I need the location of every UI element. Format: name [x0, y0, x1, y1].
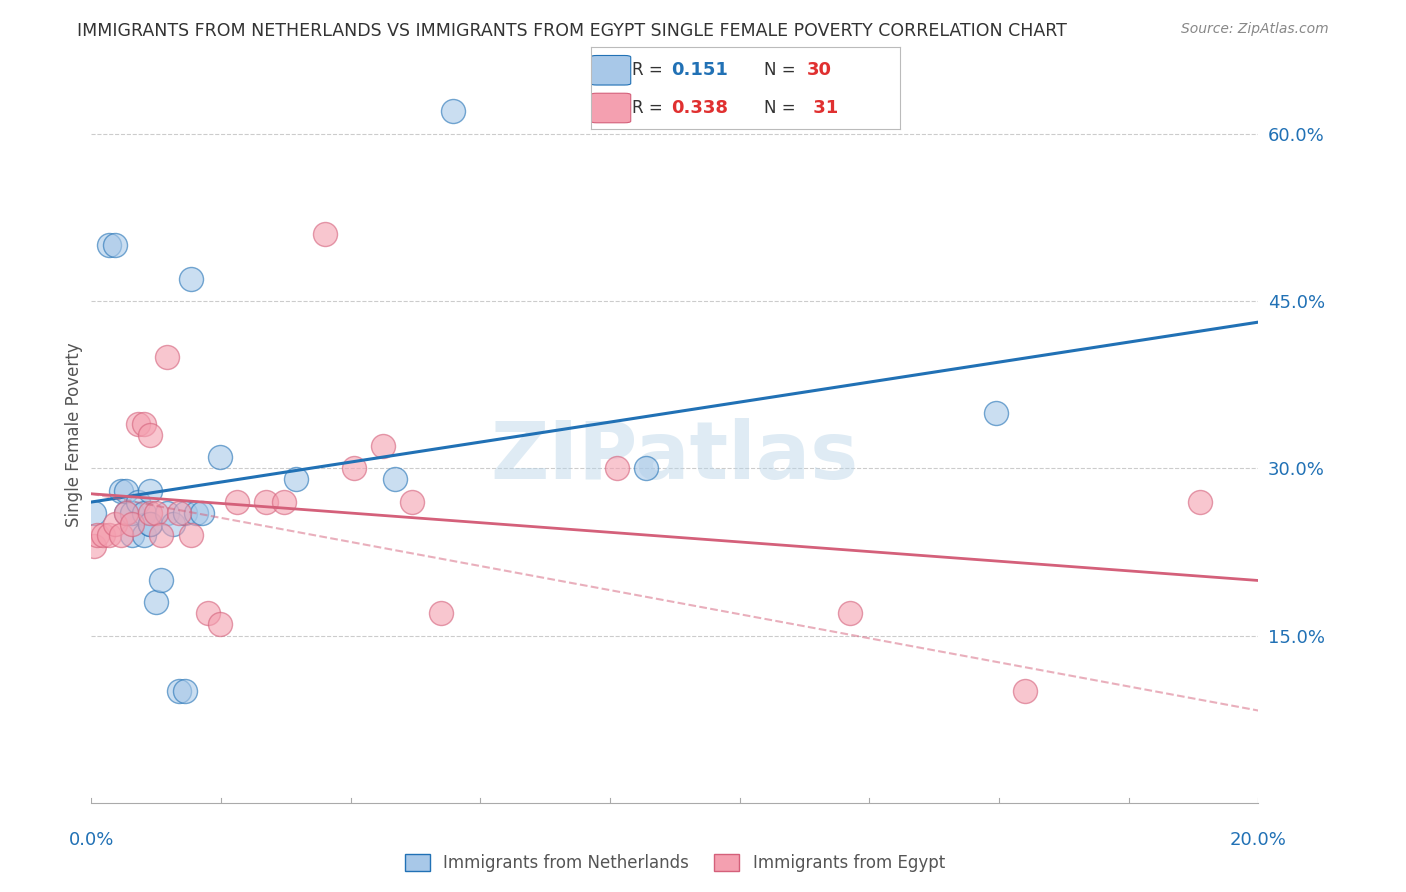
Point: [254, 494, 277, 508]
Point: [86, 528, 108, 542]
Point: [208, 617, 231, 632]
Point: [132, 528, 155, 542]
Point: [173, 684, 195, 698]
Y-axis label: Single Female Poverty: Single Female Poverty: [65, 343, 83, 527]
Point: [83, 539, 105, 553]
Point: [838, 607, 860, 621]
Point: [401, 494, 423, 508]
Point: [384, 473, 406, 487]
Text: R =: R =: [633, 99, 668, 117]
Point: [115, 506, 138, 520]
Point: [104, 516, 127, 531]
Point: [167, 684, 190, 698]
Point: [430, 607, 453, 621]
Point: [138, 483, 162, 498]
Text: 0.0%: 0.0%: [69, 831, 114, 849]
Text: N =: N =: [763, 62, 800, 79]
Point: [634, 461, 657, 475]
Point: [180, 528, 202, 542]
Point: [127, 417, 149, 431]
Point: [1189, 494, 1212, 508]
Point: [343, 461, 366, 475]
Point: [191, 506, 214, 520]
Point: [97, 528, 120, 542]
Text: IMMIGRANTS FROM NETHERLANDS VS IMMIGRANTS FROM EGYPT SINGLE FEMALE POVERTY CORRE: IMMIGRANTS FROM NETHERLANDS VS IMMIGRANT…: [77, 22, 1067, 40]
Text: 30: 30: [807, 62, 832, 79]
Point: [180, 271, 202, 285]
Point: [156, 506, 179, 520]
Point: [150, 573, 173, 587]
Text: ZIPatlas: ZIPatlas: [491, 418, 859, 496]
Point: [145, 506, 167, 520]
Point: [984, 405, 1007, 419]
Point: [110, 483, 132, 498]
Point: [97, 238, 120, 252]
Point: [284, 473, 307, 487]
Point: [605, 461, 627, 475]
FancyBboxPatch shape: [591, 94, 631, 123]
Point: [441, 104, 464, 119]
Legend: Immigrants from Netherlands, Immigrants from Egypt: Immigrants from Netherlands, Immigrants …: [398, 847, 952, 880]
Point: [91, 528, 114, 542]
Point: [197, 607, 219, 621]
Point: [273, 494, 295, 508]
Point: [110, 528, 132, 542]
Point: [132, 417, 155, 431]
Text: 0.151: 0.151: [671, 62, 728, 79]
Text: 20.0%: 20.0%: [1230, 831, 1286, 849]
Point: [138, 427, 162, 442]
Point: [138, 506, 162, 520]
Point: [121, 516, 143, 531]
Text: N =: N =: [763, 99, 800, 117]
Point: [115, 483, 138, 498]
Point: [173, 506, 195, 520]
Point: [115, 506, 138, 520]
Point: [186, 506, 208, 520]
Point: [127, 494, 149, 508]
Point: [145, 595, 167, 609]
Point: [121, 528, 143, 542]
Text: R =: R =: [633, 62, 668, 79]
Text: Source: ZipAtlas.com: Source: ZipAtlas.com: [1181, 22, 1329, 37]
Point: [1014, 684, 1036, 698]
Point: [226, 494, 249, 508]
Point: [121, 506, 143, 520]
Point: [156, 350, 179, 364]
Point: [167, 506, 190, 520]
Point: [138, 516, 162, 531]
Point: [208, 450, 231, 464]
Point: [138, 516, 162, 531]
Point: [104, 238, 127, 252]
FancyBboxPatch shape: [591, 55, 631, 85]
Point: [132, 506, 155, 520]
Point: [371, 439, 394, 453]
Point: [162, 516, 184, 531]
Text: 31: 31: [807, 99, 838, 117]
Point: [314, 227, 336, 241]
Point: [83, 506, 105, 520]
Point: [150, 528, 173, 542]
Text: 0.338: 0.338: [671, 99, 728, 117]
